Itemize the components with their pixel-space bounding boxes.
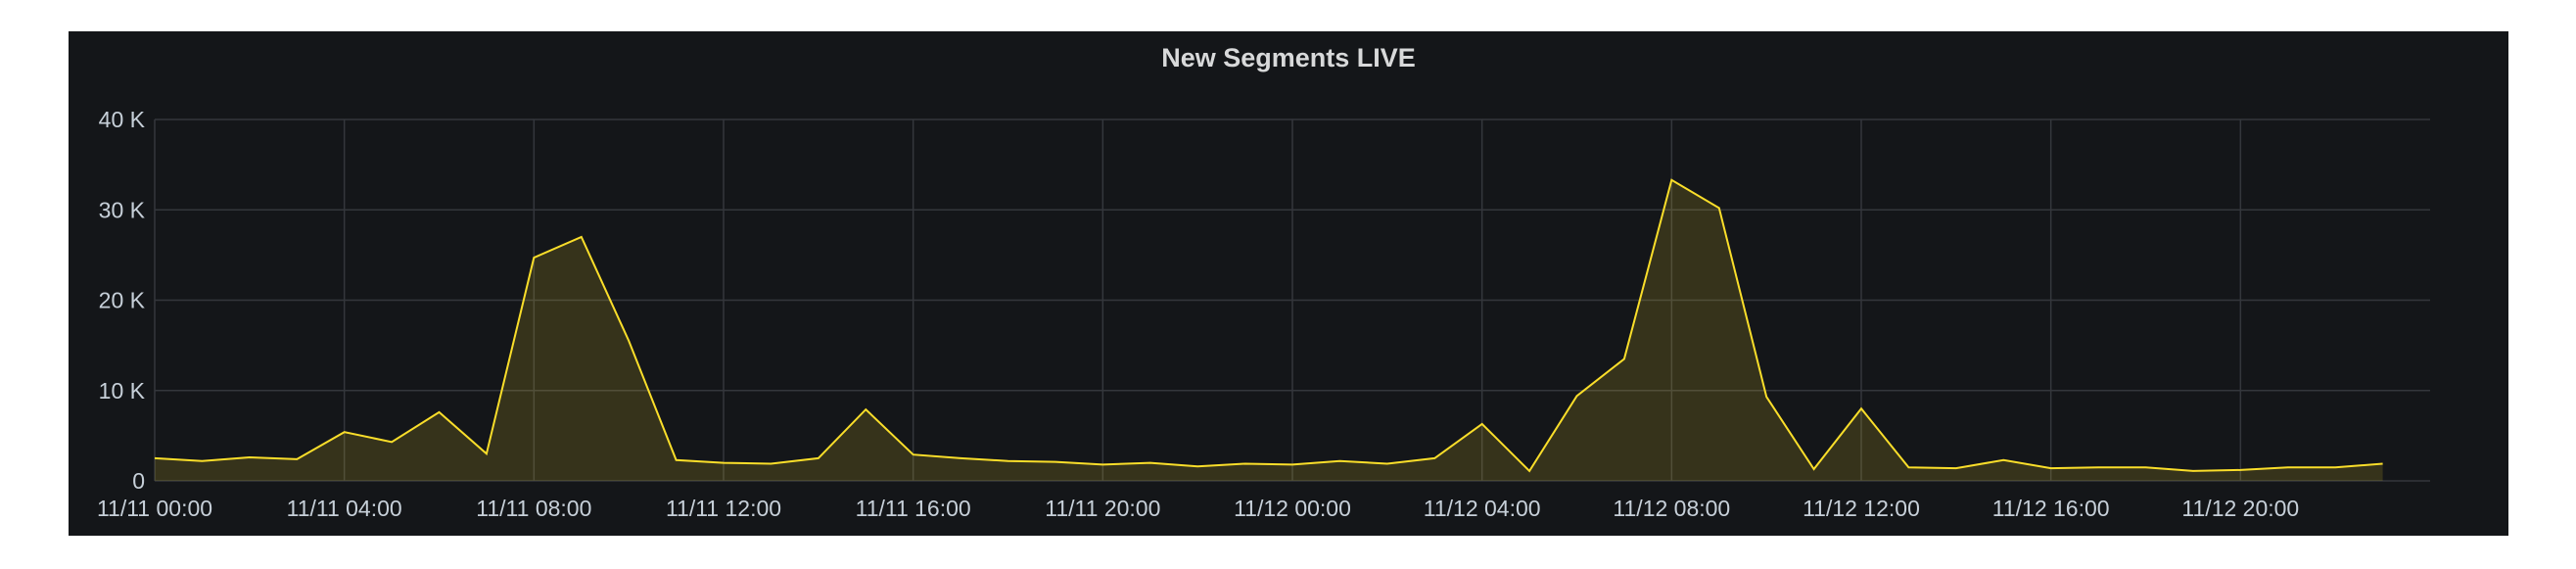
x-tick-label: 11/12 00:00 xyxy=(1234,496,1351,521)
y-tick-label: 10 K xyxy=(99,378,146,403)
x-tick-label: 11/11 16:00 xyxy=(856,496,971,521)
line-chart: 0 10 K 20 K 30 K 40 K 11/11 00:00 11/11 04:00 1… xyxy=(97,107,2430,521)
x-tick-label: 11/11 20:00 xyxy=(1045,496,1160,521)
x-tick-label: 11/12 12:00 xyxy=(1803,496,1920,521)
x-tick-label: 11/11 00:00 xyxy=(97,496,212,521)
x-tick-label: 11/11 08:00 xyxy=(476,496,591,521)
y-tick-label: 40 K xyxy=(99,107,146,132)
series-area xyxy=(155,179,2383,482)
y-tick-label: 30 K xyxy=(99,197,146,222)
y-tick-label: 0 xyxy=(132,468,145,494)
panel-title: New Segments LIVE xyxy=(1161,43,1416,72)
x-tick-label: 11/11 04:00 xyxy=(287,496,402,521)
y-tick-label: 20 K xyxy=(99,288,146,313)
x-tick-label: 11/12 04:00 xyxy=(1424,496,1541,521)
x-tick-label: 11/11 12:00 xyxy=(666,496,781,521)
x-tick-label: 11/12 08:00 xyxy=(1613,496,1730,521)
x-tick-label: 11/12 16:00 xyxy=(1992,496,2110,521)
series-line xyxy=(154,178,2383,473)
chart-panel: New Segments LIVE 0 10 K 20 K 30 K 40 K 11/11… xyxy=(69,31,2508,536)
x-tick-label: 11/12 20:00 xyxy=(2181,496,2299,521)
